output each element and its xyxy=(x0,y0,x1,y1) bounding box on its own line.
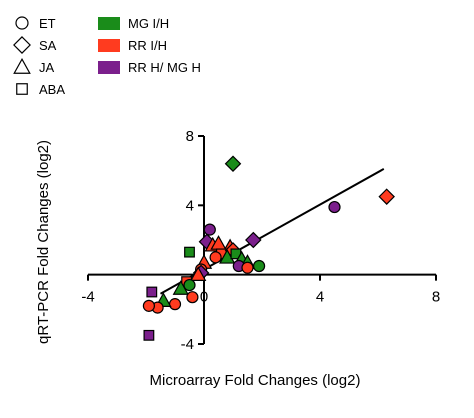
x-tick-label: 0 xyxy=(200,289,208,306)
data-point-circle xyxy=(203,223,216,236)
legend-et-marker xyxy=(15,16,29,30)
legend-aba-label: ABA xyxy=(39,82,65,97)
data-point-circle xyxy=(183,278,196,292)
y-tick-label: -4 xyxy=(181,336,194,353)
legend-ja-label: JA xyxy=(39,60,55,75)
legend-et-label: ET xyxy=(39,16,56,31)
x-tick-label: 8 xyxy=(432,289,440,306)
data-point-circle xyxy=(168,298,182,311)
data-point-circle xyxy=(253,259,266,273)
legend-aba-marker xyxy=(16,83,28,95)
data-point-diamond xyxy=(378,188,395,205)
y-axis-title: qRT-PCR Fold Changes (log2) xyxy=(35,140,52,344)
data-point-triangle xyxy=(190,266,207,281)
y-tick-label: 8 xyxy=(186,128,194,145)
data-point-diamond xyxy=(245,231,262,249)
legend-ja-marker xyxy=(13,57,31,74)
data-point-triangle xyxy=(172,280,189,295)
y-tick-label: 4 xyxy=(186,197,194,214)
data-points xyxy=(142,155,395,341)
data-point-circle xyxy=(209,251,222,264)
data-point-square xyxy=(143,329,155,341)
legend-color-swatch xyxy=(98,17,120,30)
x-tick-label: 4 xyxy=(316,289,324,306)
legend-color-label: RR I/H xyxy=(128,38,167,53)
data-point-circle xyxy=(186,291,199,304)
legend: ET SA JA ABA MG I/H RR I/H RR H/ MG H xyxy=(13,16,201,97)
legend-color-swatch xyxy=(98,61,120,74)
x-tick-label: -4 xyxy=(81,289,94,306)
legend-color-label: MG I/H xyxy=(128,16,169,31)
legend-color-swatch xyxy=(98,39,120,52)
data-point-square xyxy=(146,286,158,298)
legend-color-label: RR H/ MG H xyxy=(128,60,201,75)
data-point-circle xyxy=(328,200,341,214)
legend-sa-label: SA xyxy=(39,38,57,53)
data-point-circle xyxy=(142,299,155,312)
data-point-square xyxy=(184,246,195,258)
legend-sa-marker xyxy=(13,36,31,54)
data-point-diamond xyxy=(224,155,242,173)
x-axis-title: Microarray Fold Changes (log2) xyxy=(150,372,361,389)
data-point-circle xyxy=(241,261,254,274)
